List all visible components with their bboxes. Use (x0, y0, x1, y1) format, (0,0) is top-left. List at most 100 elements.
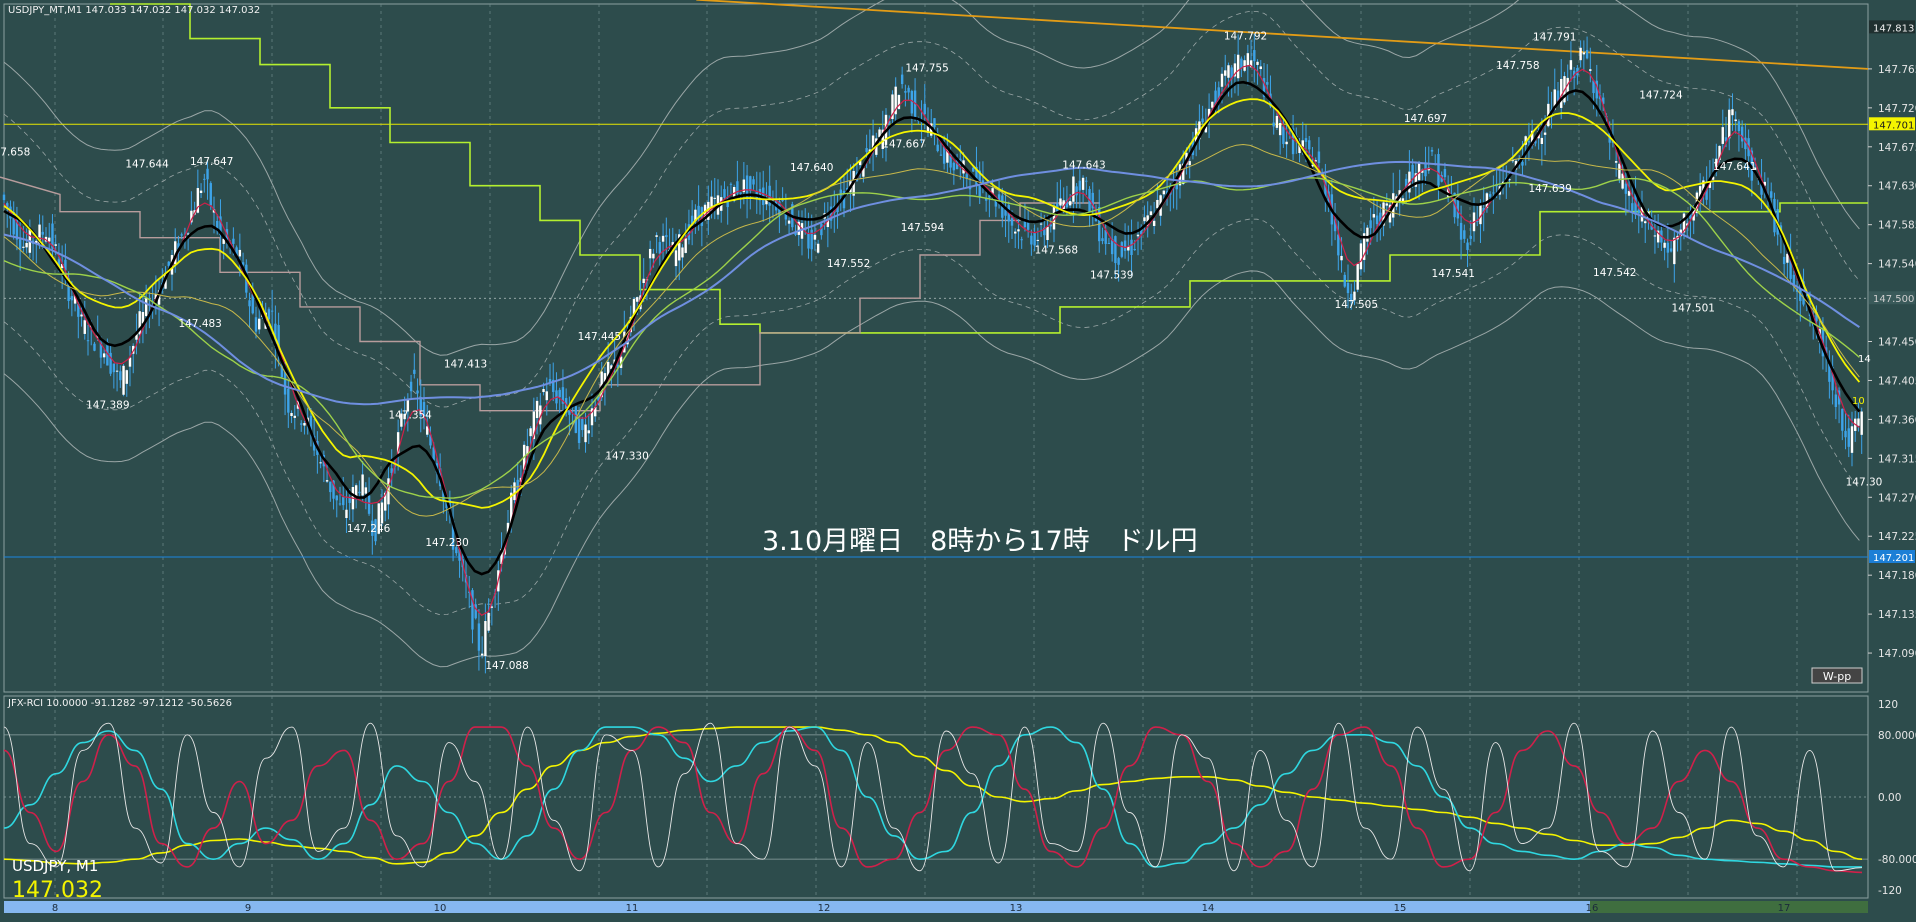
candle-body (1585, 49, 1589, 59)
candle-body (548, 379, 552, 383)
candle-body (858, 160, 862, 166)
candle-body (1317, 151, 1321, 163)
candle-body (1711, 176, 1715, 180)
candle-body (690, 215, 694, 226)
indicator-title: JFX-RCI 10.0000 -91.1282 -97.1212 -50.56… (7, 698, 232, 709)
candle-body (471, 590, 474, 630)
ma-yellow (3, 98, 1861, 509)
candle-body (1595, 80, 1598, 99)
candle-body (102, 353, 106, 358)
candle-body (426, 426, 429, 435)
candle-body (238, 249, 242, 257)
candle-body (1275, 115, 1279, 128)
candle-body (568, 406, 571, 415)
candle-body (1469, 236, 1472, 239)
candle-body (413, 369, 416, 374)
time-axis: 8 9 10 11 12 13 14 15 16 17 (4, 901, 1868, 914)
time-label: 13 (1010, 903, 1023, 914)
ma-khaki (3, 143, 1860, 517)
candle-body (1214, 90, 1217, 105)
overlay-caption: 3.10月曜日 8時から17時 ドル円 (762, 526, 1198, 557)
candle-body (1385, 203, 1388, 206)
wpp-button[interactable]: W-pp (1811, 667, 1863, 684)
candle-body (112, 363, 116, 373)
candle-body (1414, 173, 1418, 187)
candle-body (603, 373, 607, 385)
candle-body (138, 311, 141, 335)
moving-averages (3, 64, 1861, 617)
candle-body (432, 447, 435, 461)
candle-body (1815, 312, 1818, 322)
candle-body (558, 389, 561, 398)
candle-body (587, 430, 590, 434)
candle-body (658, 242, 662, 254)
candle-body (968, 187, 972, 190)
ma-black (3, 80, 1861, 576)
price-annotation: 147.246 (347, 523, 391, 535)
candle-body (216, 220, 219, 232)
candle-body (787, 220, 791, 224)
candle-body (1130, 239, 1133, 256)
candle-body (290, 413, 293, 417)
candle-body (1156, 199, 1159, 209)
candle-body (1837, 390, 1841, 405)
candle-body (1411, 164, 1414, 179)
candle-body (125, 370, 128, 384)
candle-body (1744, 137, 1747, 150)
candle-body (933, 118, 936, 128)
candle-body (1146, 215, 1149, 227)
candle-body (1233, 63, 1237, 77)
candle-body (1440, 175, 1443, 182)
candle-body (70, 296, 74, 301)
candle-body (781, 199, 784, 201)
candle-body (51, 223, 54, 249)
candle-body (988, 195, 991, 198)
candle-body (797, 221, 800, 235)
candle-body (1592, 80, 1595, 94)
time-label: 15 (1394, 903, 1407, 914)
price-annotation: 147.230 (425, 537, 468, 549)
candle-body (1136, 234, 1140, 237)
candle-body (254, 317, 258, 332)
candle-body (952, 162, 956, 171)
rci-axis-tick-label: 0.00 (1878, 792, 1901, 804)
candle-body (232, 238, 235, 244)
price-annotation: 147.501 (1672, 302, 1715, 314)
candle-body (222, 238, 225, 244)
candle-body (839, 189, 842, 196)
candle-body (594, 406, 597, 417)
candle-body (329, 481, 332, 493)
candle-body (54, 244, 57, 246)
price-annotation: 147.330 (605, 450, 648, 462)
candle-body (1582, 52, 1586, 55)
candle-body (35, 240, 38, 244)
price-annotations: 147.658 147.644 147.647 147.483 147.389 147.4… (0, 31, 1882, 672)
candle-body (1850, 426, 1854, 453)
candle-body (1653, 235, 1657, 237)
candle-body (1844, 430, 1847, 438)
candle-body (842, 191, 846, 209)
candle-body (1708, 180, 1712, 188)
candle-body (1530, 130, 1534, 145)
orange-trend-line (696, 0, 1869, 70)
candle-body (1702, 180, 1705, 196)
candle-body (248, 300, 251, 307)
price-annotation: 147.445 (578, 331, 621, 343)
candle-body (1207, 108, 1211, 120)
candle-body (154, 294, 158, 300)
candle-body (946, 148, 949, 163)
candle-body (1068, 201, 1072, 206)
candle-body (1847, 428, 1850, 447)
candle-body (1686, 223, 1689, 226)
candle-body (513, 482, 516, 501)
candle-body (1285, 141, 1288, 145)
candle-body (1101, 238, 1104, 242)
candle-body (1731, 109, 1734, 116)
candle-body (80, 314, 83, 317)
candle-body (862, 167, 865, 177)
candle-body (319, 462, 322, 464)
candle-body (451, 520, 455, 550)
candle-body (1501, 181, 1505, 184)
candle-body (6, 203, 9, 209)
candle-body (119, 371, 122, 381)
